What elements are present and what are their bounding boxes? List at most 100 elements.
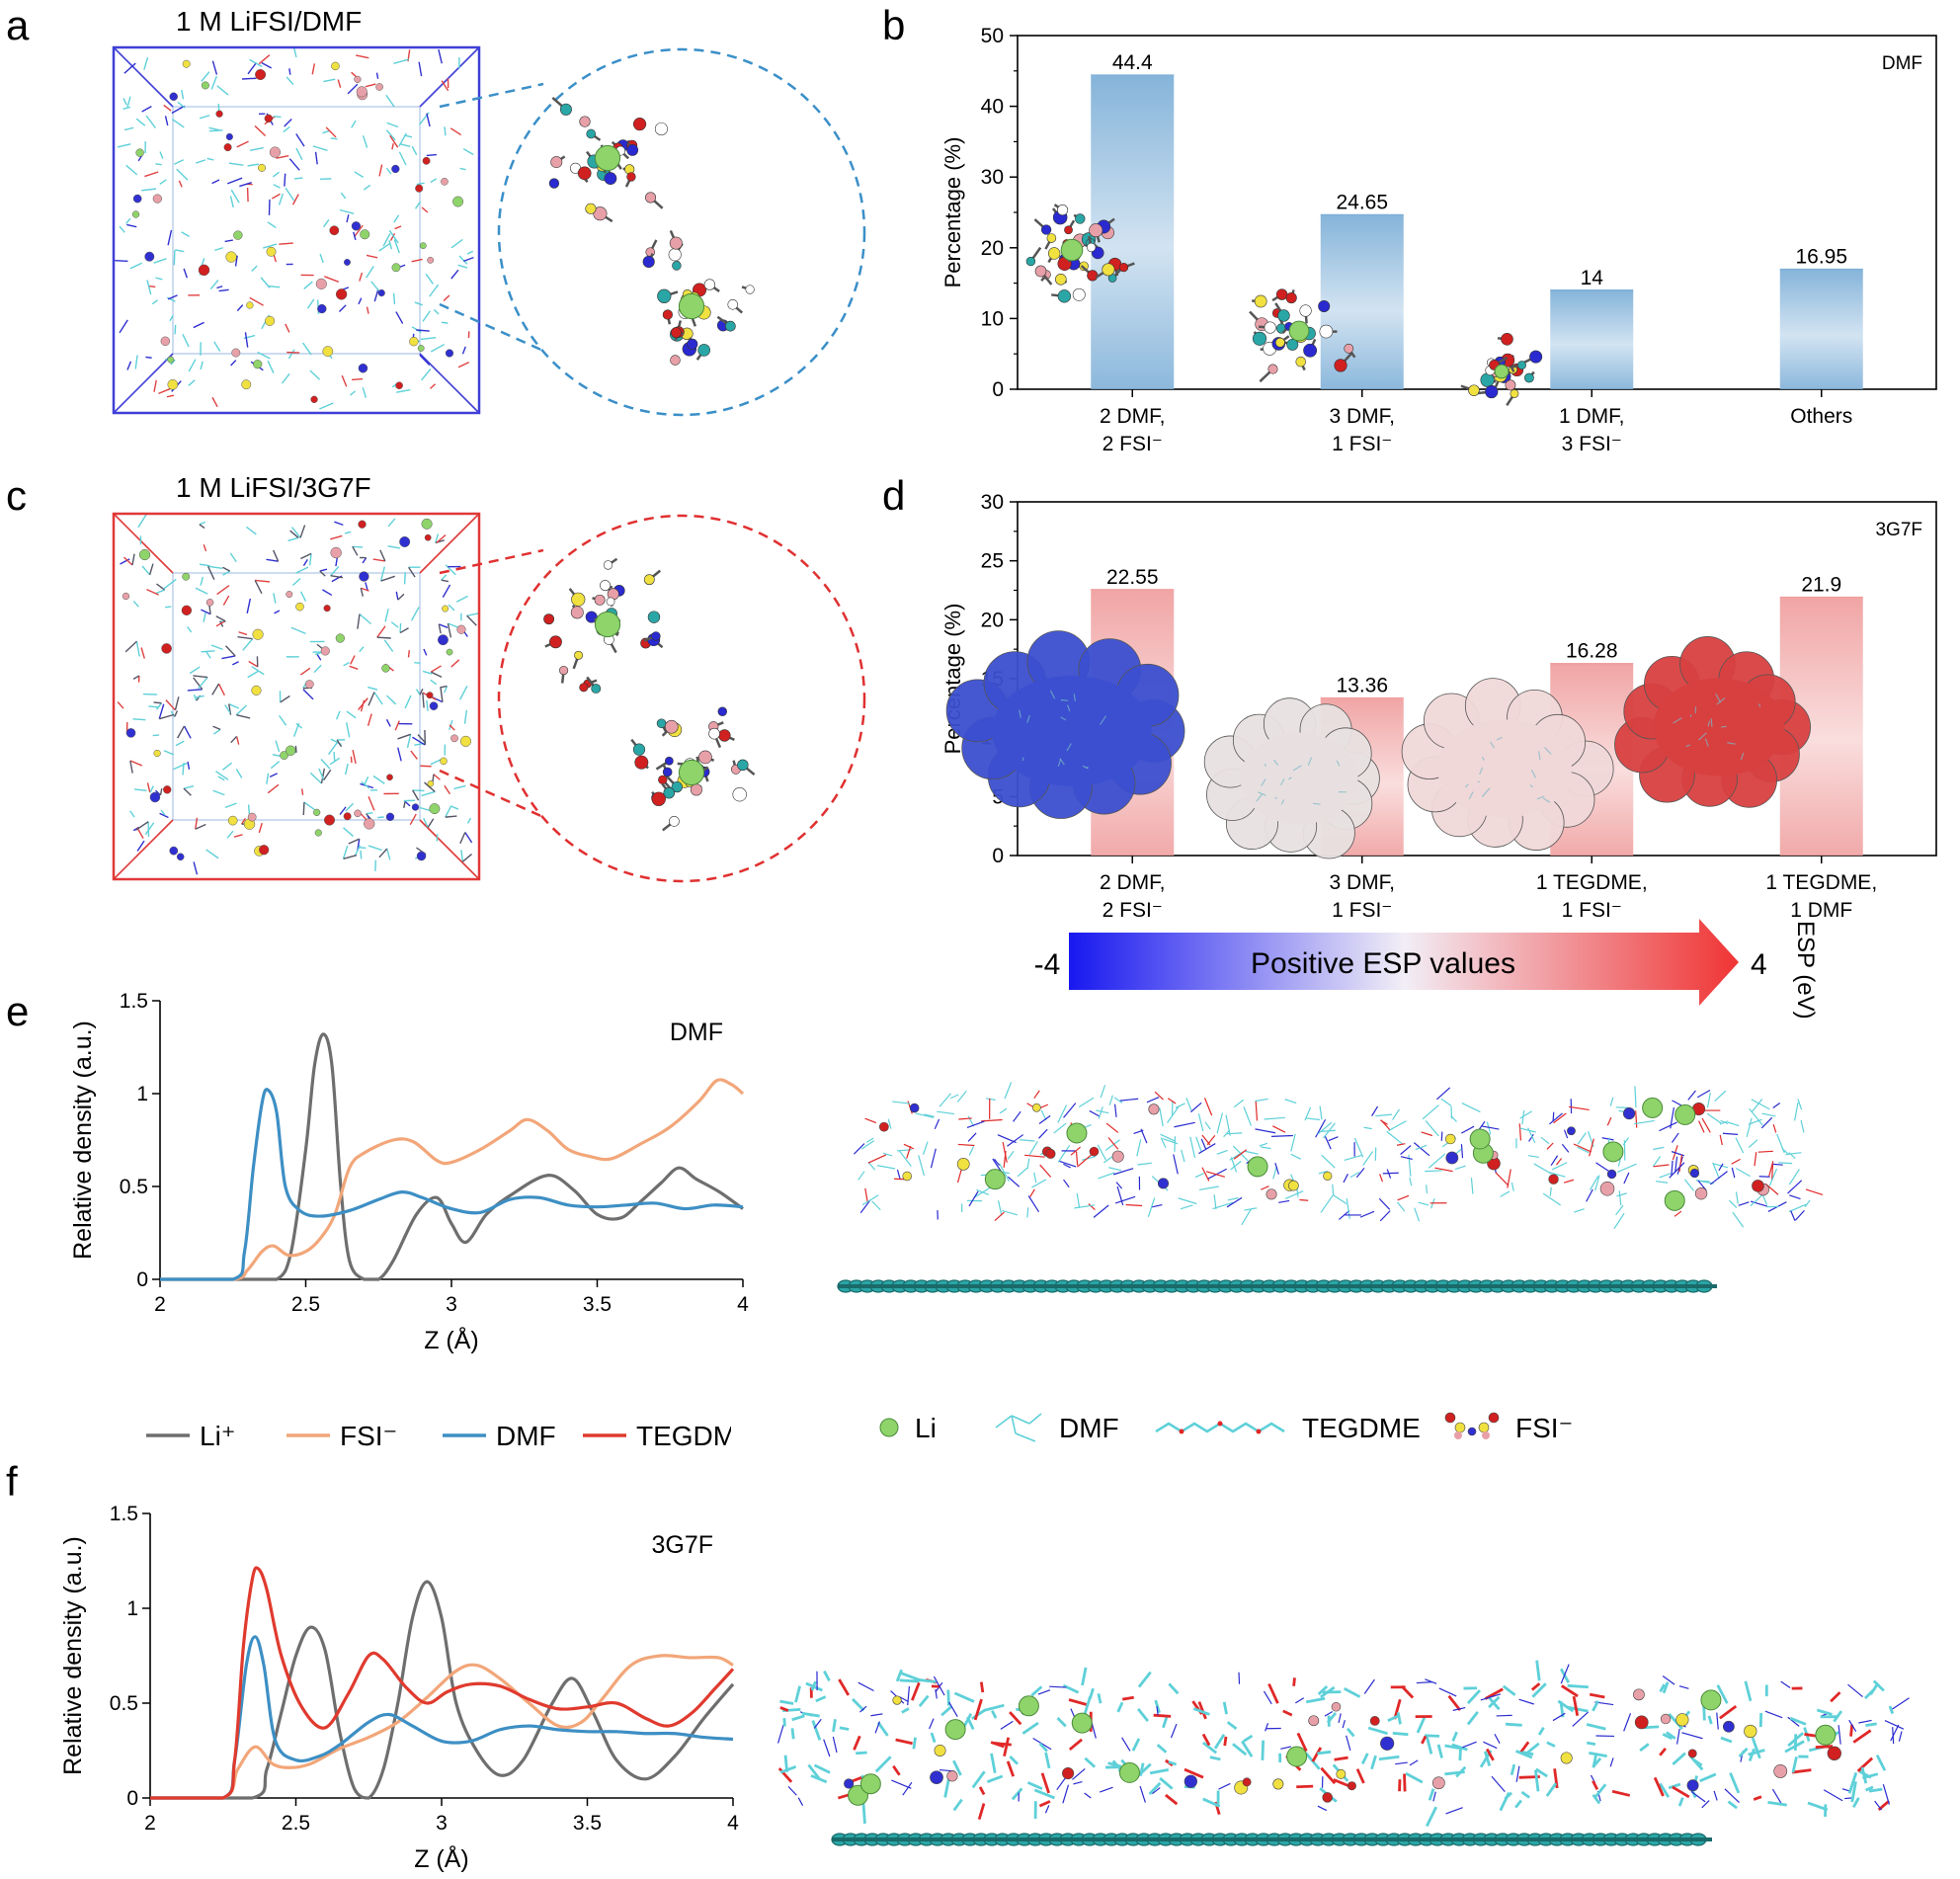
x-tick-label: 3 FSI⁻ bbox=[1562, 433, 1622, 455]
inner-frame bbox=[172, 106, 421, 355]
x-tick-label: 2.5 bbox=[282, 1812, 310, 1835]
esp-surface-2dmf-2fsi bbox=[945, 630, 1185, 819]
y-tick-label: 0 bbox=[992, 378, 1004, 401]
li-ion bbox=[1469, 1128, 1491, 1150]
x-tick-label: 3 bbox=[436, 1812, 448, 1835]
y-tick-label: 30 bbox=[981, 494, 1004, 514]
legend-icon-tegdme bbox=[1155, 1421, 1285, 1434]
box-edge bbox=[113, 819, 174, 880]
legend-entry: DMF bbox=[1059, 1413, 1119, 1443]
y-tick-label: 0 bbox=[992, 845, 1004, 867]
zoom-line bbox=[439, 302, 544, 353]
data-label: 21.9 bbox=[1801, 574, 1841, 597]
bar-chart-dmf: 0 10 20 30 40 50 Percentage (%) DMF 44.4 2 DMF, 2 … bbox=[940, 28, 1937, 455]
series-line-li bbox=[149, 1580, 735, 1800]
esp-min-label: -4 bbox=[1034, 948, 1061, 981]
x-tick-label: 3.5 bbox=[573, 1812, 602, 1835]
li-ion bbox=[1118, 1761, 1140, 1783]
sim-box-title-dmf: 1 M LiFSI/DMF bbox=[176, 6, 363, 37]
y-tick-label: 1 bbox=[126, 1597, 138, 1620]
series-line-fsi bbox=[159, 1078, 745, 1281]
series-line-fsi bbox=[149, 1654, 734, 1800]
li-ion bbox=[1700, 1689, 1722, 1711]
data-label: 24.65 bbox=[1336, 192, 1388, 214]
legend-entry: TEGDME bbox=[636, 1421, 731, 1451]
interface-snapshot-dmf bbox=[837, 1082, 1824, 1293]
li-ion bbox=[1602, 1141, 1624, 1163]
solvation-structure-1dmf-3fsi bbox=[1460, 332, 1543, 407]
x-tick-label: 3.5 bbox=[583, 1293, 612, 1316]
panel-label-c: c bbox=[6, 472, 27, 519]
box-edge bbox=[419, 819, 480, 880]
x-tick-label: 2 FSI⁻ bbox=[1102, 433, 1163, 455]
series-line-tegdme bbox=[149, 1566, 735, 1800]
zoom-circle bbox=[497, 47, 866, 417]
y-tick-label: 20 bbox=[981, 609, 1004, 631]
esp-surface-1tegdme-1fsi bbox=[1401, 678, 1614, 851]
molecule-legend: Li DMF TEGDME FSI⁻ bbox=[879, 1412, 1573, 1443]
box-edge bbox=[113, 513, 174, 574]
x-tick-label: 4 bbox=[737, 1293, 749, 1316]
legend-icon-dmf bbox=[995, 1413, 1042, 1442]
legend-entry: FSI⁻ bbox=[1515, 1413, 1573, 1443]
y-tick-label: 1.5 bbox=[120, 990, 148, 1013]
x-tick-label: Others bbox=[1790, 405, 1852, 428]
li-ion bbox=[859, 1773, 881, 1795]
box-edge bbox=[419, 513, 480, 574]
x-axis-label: Z (Å) bbox=[414, 1843, 469, 1873]
legend-entry: Li bbox=[915, 1413, 937, 1443]
graphene-slab bbox=[838, 1284, 1717, 1288]
esp-colorbar: -4 Positive ESP values 4 ESP (eV) bbox=[1034, 919, 1819, 1018]
x-tick-label: 1 FSI⁻ bbox=[1332, 899, 1392, 922]
solvation-structure-2dmf-2fsi bbox=[1025, 204, 1135, 303]
panel-label-e: e bbox=[6, 988, 30, 1034]
legend-entry: Li⁺ bbox=[200, 1421, 236, 1451]
zoom-line bbox=[439, 769, 544, 819]
x-tick-label: 1 FSI⁻ bbox=[1332, 433, 1392, 455]
chart-annotation: 3G7F bbox=[1875, 520, 1922, 540]
panel-label-b: b bbox=[882, 2, 906, 48]
legend-entry: DMF bbox=[496, 1421, 556, 1451]
sim-box-3g7f bbox=[112, 512, 866, 883]
data-label: 22.55 bbox=[1106, 566, 1159, 589]
data-label: 44.4 bbox=[1112, 51, 1153, 74]
box-frame bbox=[112, 512, 481, 881]
box-edge bbox=[419, 353, 480, 414]
bar bbox=[1320, 214, 1404, 389]
x-tick-label: 2 DMF, bbox=[1100, 405, 1166, 428]
esp-gradient-arrow bbox=[1069, 919, 1739, 1006]
curve-legend: Li⁺ FSI⁻ DMF TEGDME bbox=[146, 1421, 731, 1451]
box-frame bbox=[112, 45, 481, 415]
chart-annotation: DMF bbox=[670, 1019, 723, 1046]
density-chart-3g7f: 0 0.5 1 1.5 2 2.5 3 3.5 4 Z (Å) Relative density (… bbox=[59, 1503, 739, 1873]
y-tick-label: 50 bbox=[981, 28, 1004, 47]
x-tick-label: 2 bbox=[154, 1293, 166, 1316]
y-axis-label: Relative density (a.u.) bbox=[59, 1536, 87, 1775]
box-edge bbox=[419, 46, 480, 108]
esp-surface-1tegdme-1dmf bbox=[1614, 636, 1811, 808]
chart-annotation: 3G7F bbox=[651, 1531, 713, 1559]
density-chart-dmf: 0 0.5 1 1.5 2 2.5 3 3.5 4 Z (Å) Relative density (… bbox=[69, 990, 749, 1354]
y-tick-label: 1.5 bbox=[110, 1503, 138, 1525]
li-ion bbox=[1247, 1156, 1268, 1178]
x-tick-label: 2 FSI⁻ bbox=[1102, 899, 1163, 922]
x-tick-label: 3 bbox=[446, 1293, 457, 1316]
y-tick-label: 20 bbox=[981, 237, 1004, 260]
zoom-circle bbox=[497, 514, 866, 883]
panel-label-f: f bbox=[6, 1458, 18, 1505]
box-edge bbox=[113, 46, 174, 108]
legend-entry: FSI⁻ bbox=[340, 1421, 397, 1451]
y-tick-label: 30 bbox=[981, 166, 1004, 189]
legend-icon-li bbox=[879, 1418, 899, 1437]
y-tick-label: 10 bbox=[981, 307, 1004, 330]
zoom-cluster-upper bbox=[548, 96, 668, 223]
y-tick-label: 1 bbox=[136, 1083, 148, 1105]
graphene-slab bbox=[832, 1838, 1712, 1841]
x-tick-label: 1 DMF, bbox=[1559, 405, 1625, 428]
x-axis-label: Z (Å) bbox=[424, 1325, 479, 1354]
series-line-li bbox=[159, 1032, 744, 1281]
legend-entry: TEGDME bbox=[1302, 1413, 1421, 1443]
legend-icon-fsi bbox=[1444, 1412, 1500, 1439]
sim-box-title-3g7f: 1 M LiFSI/3G7F bbox=[176, 472, 371, 503]
